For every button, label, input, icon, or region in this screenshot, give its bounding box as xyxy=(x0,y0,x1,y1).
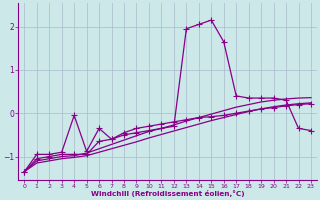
X-axis label: Windchill (Refroidissement éolien,°C): Windchill (Refroidissement éolien,°C) xyxy=(91,190,244,197)
